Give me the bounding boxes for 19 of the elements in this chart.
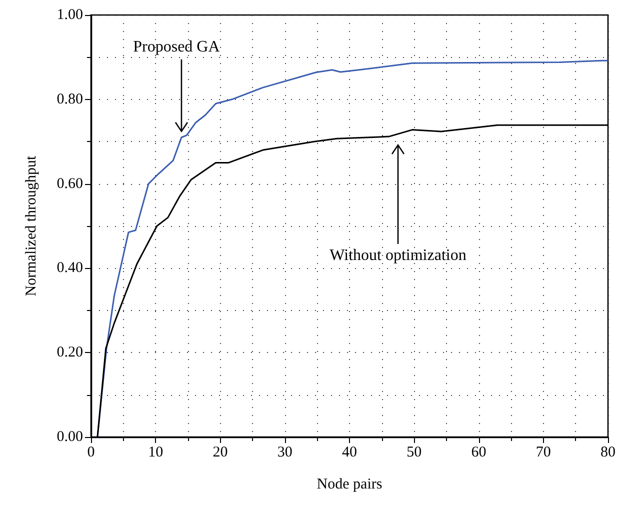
y-tick-label: 0.20 <box>56 344 83 361</box>
x-tick-label: 0 <box>87 444 95 460</box>
y-axis-title: Normalized throughput <box>24 154 40 296</box>
x-tick-label: 20 <box>212 444 228 460</box>
annotation: Proposed GA <box>133 38 220 56</box>
x-tick-label: 10 <box>148 444 164 460</box>
y-tick-label: 0.00 <box>56 429 83 445</box>
x-tick-label: 40 <box>342 444 357 460</box>
annotation: Without optimization <box>330 247 466 264</box>
y-tick-label: 0.60 <box>56 176 83 192</box>
x-tick-label: 30 <box>277 444 292 460</box>
y-tick-label: 0.80 <box>56 91 83 108</box>
x-tick-label: 50 <box>406 444 422 460</box>
x-tick-label: 80 <box>600 444 616 460</box>
x-axis-title: Node pairs <box>316 476 382 492</box>
y-tick-label: 1.00 <box>56 7 83 23</box>
x-tick-label: 70 <box>536 444 551 460</box>
x-tick-label: 60 <box>471 444 486 460</box>
y-tick-label: 0.40 <box>56 260 83 276</box>
